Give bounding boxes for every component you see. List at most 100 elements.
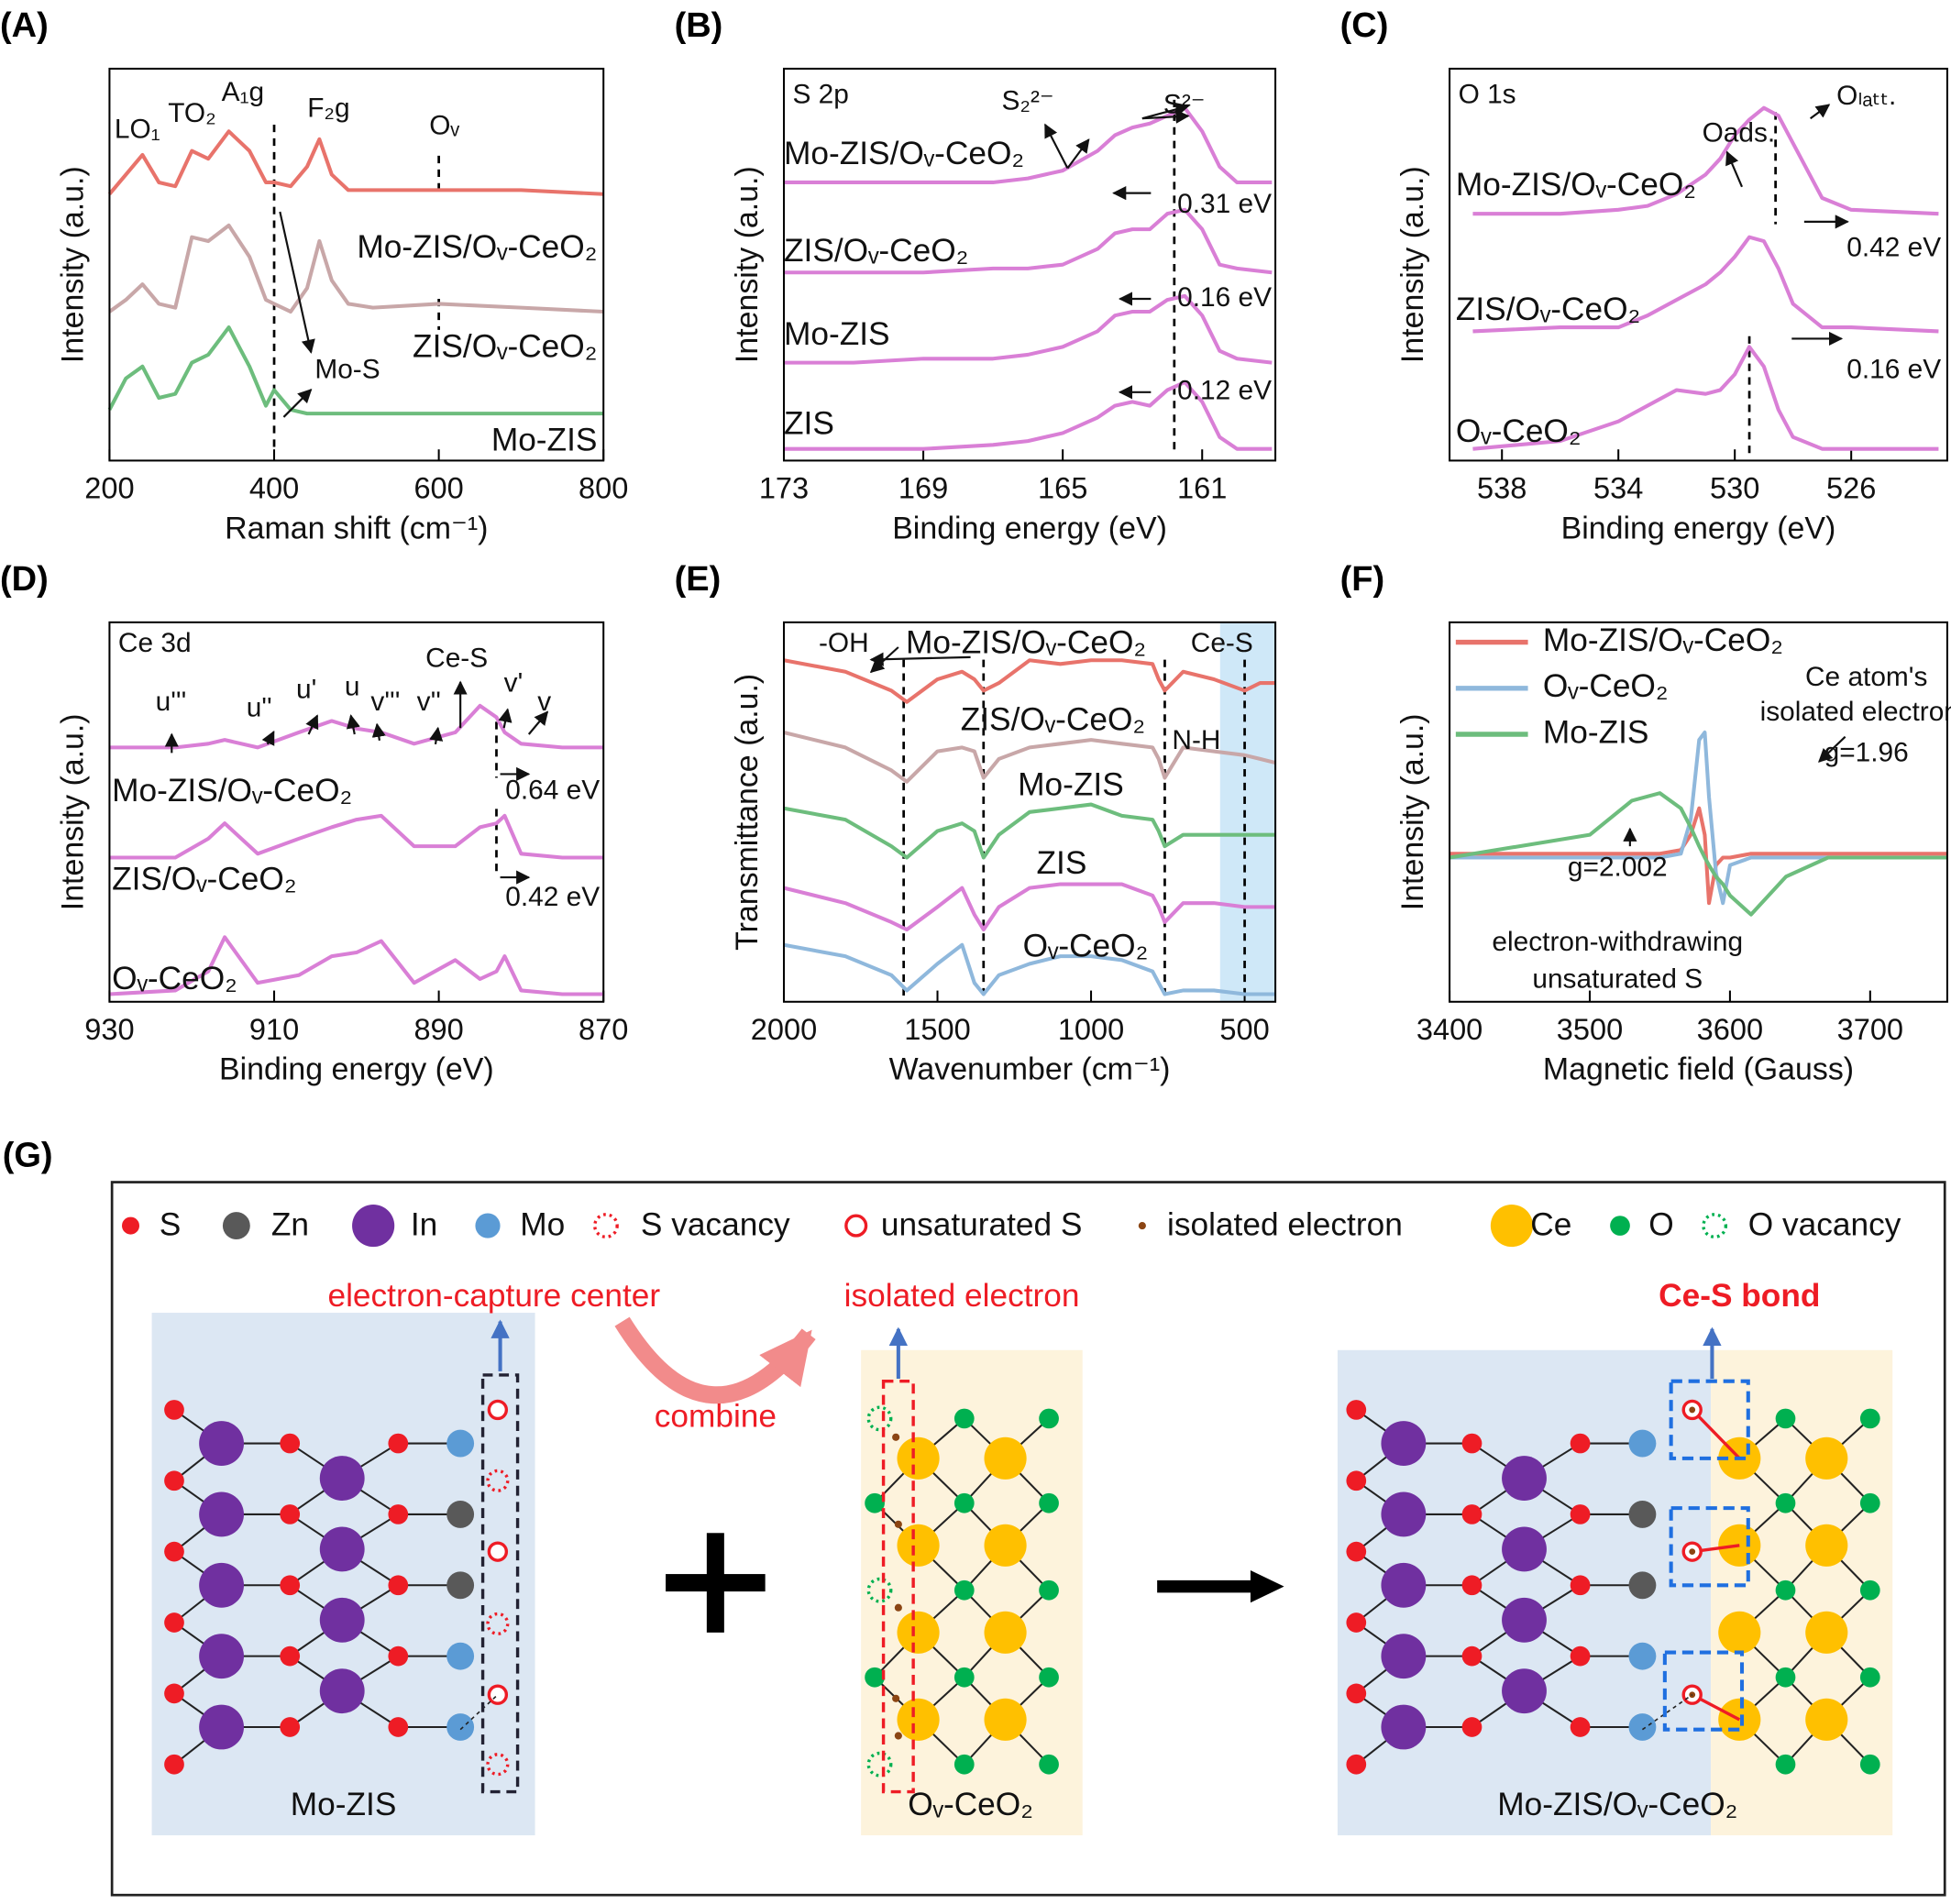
series-label: Mo-ZIS/Oᵥ-CeO₂: [357, 229, 597, 265]
atom: [1805, 1698, 1848, 1741]
atom: [1805, 1611, 1848, 1654]
annotation: u'': [247, 693, 272, 723]
annotation: 0.42 eV: [1846, 233, 1941, 263]
atom: [953, 1754, 975, 1775]
plot-frame: [108, 67, 605, 462]
atom: [280, 1645, 301, 1667]
atom: [446, 1571, 475, 1600]
atom: [1502, 1597, 1547, 1643]
annotation: u': [296, 674, 316, 704]
bond-box: [1662, 1650, 1745, 1732]
series-label: Mo-ZIS/Oᵥ-CeO₂: [1456, 167, 1696, 203]
y-axis-label: Intensity (a.u.): [55, 713, 90, 910]
atom: [1039, 1492, 1059, 1513]
reaction-arrowhead: [1250, 1570, 1284, 1603]
panel-label: (A): [0, 6, 49, 45]
atom: [1859, 1579, 1880, 1601]
y-axis-label: Intensity (a.u.): [730, 166, 765, 363]
series-label: ZIS: [1037, 845, 1087, 881]
annotation: u: [345, 672, 360, 702]
atom: [1346, 1683, 1367, 1704]
series-label: Mo-ZIS: [491, 422, 598, 457]
isolated-electron: [894, 1732, 902, 1740]
atom: [164, 1754, 184, 1775]
annotation-arrow: [371, 722, 386, 741]
x-axis-label: Magnetic field (Gauss): [1543, 1052, 1854, 1087]
atom: [164, 1470, 184, 1491]
atom: [164, 1683, 184, 1704]
atom: [897, 1524, 940, 1567]
s-vacancy: [486, 1469, 510, 1492]
bond: [1641, 1694, 1693, 1731]
atom: [1775, 1492, 1796, 1513]
atom: [1775, 1754, 1796, 1775]
legend-label: Mo-ZIS/Oᵥ-CeO₂: [1543, 622, 1783, 658]
series-label: ZIS/Oᵥ-CeO₂: [784, 233, 968, 269]
atom: [388, 1575, 409, 1596]
atom: [199, 1562, 244, 1608]
atom: [199, 1421, 244, 1466]
annotation-arrow: [1818, 735, 1846, 763]
atom: [1628, 1713, 1657, 1741]
atom: [1570, 1433, 1591, 1454]
annotation-arrow: [279, 211, 315, 354]
annotation-arrow: [869, 652, 971, 666]
spectrum-line: [109, 935, 604, 996]
atom: [319, 1456, 365, 1501]
x-tick-label: 3500: [1557, 1013, 1623, 1046]
unsaturated-s: [487, 1541, 509, 1562]
chart-panel: (A) Raman shift (cm⁻¹) Intensity (a.u.) 200…: [0, 6, 628, 545]
bond: [459, 1694, 499, 1731]
isolated-electron: [1689, 1548, 1696, 1556]
legend-label: Mo: [520, 1207, 565, 1243]
atom: [1628, 1642, 1657, 1670]
series-label: ZIS/Oᵥ-CeO₂: [1456, 292, 1640, 327]
spectrum-line: [783, 802, 1276, 860]
atom: [199, 1634, 244, 1679]
x-tick-label: 173: [759, 472, 809, 505]
legend-label: O vacancy: [1748, 1207, 1901, 1243]
x-tick-label: 169: [898, 472, 948, 505]
atom: [1346, 1612, 1367, 1633]
isolated-electron: [1689, 1406, 1696, 1414]
atom: [1381, 1634, 1427, 1679]
legend-label: Zn: [271, 1207, 309, 1243]
atom: [280, 1575, 301, 1596]
atom: [280, 1717, 301, 1737]
atom: [1039, 1408, 1059, 1429]
spectrum-line: [783, 942, 1276, 996]
atom: [984, 1524, 1027, 1567]
atom: [164, 1612, 184, 1633]
series-label: Mo-ZIS: [1018, 766, 1124, 802]
legend-symbol: [1490, 1205, 1533, 1248]
x-tick-label: 534: [1593, 472, 1643, 505]
atom: [1461, 1504, 1483, 1524]
annotation: O 1s: [1459, 80, 1516, 110]
annotation: electron-withdrawing: [1492, 927, 1743, 957]
x-tick-label: 165: [1038, 472, 1087, 505]
spectrum-line: [783, 730, 1276, 784]
atom: [984, 1436, 1027, 1480]
spectrum-line: [108, 223, 604, 314]
annotation: g=1.96: [1824, 738, 1909, 768]
annotation: Mo-S: [314, 355, 380, 385]
annotation: Ce 3d: [118, 628, 192, 658]
spectrum-line: [784, 380, 1273, 451]
annotation: isolated electrons: [1760, 697, 1951, 727]
annotation: S 2p: [793, 80, 849, 110]
series-label: Mo-ZIS: [784, 316, 890, 352]
atom: [388, 1504, 409, 1524]
unsaturated-s: [487, 1684, 509, 1705]
atom: [446, 1713, 475, 1741]
atom: [1039, 1579, 1059, 1601]
annotation: F₂g: [307, 94, 349, 124]
x-tick-label: 1500: [904, 1013, 970, 1046]
legend-symbol: [1610, 1216, 1630, 1236]
panel-label: (F): [1340, 560, 1385, 599]
legend-symbol: [222, 1212, 250, 1239]
x-tick-label: 890: [413, 1013, 463, 1046]
annotation-arrow: [346, 714, 360, 735]
spectrum-line: [784, 207, 1273, 275]
atom: [1775, 1408, 1796, 1429]
